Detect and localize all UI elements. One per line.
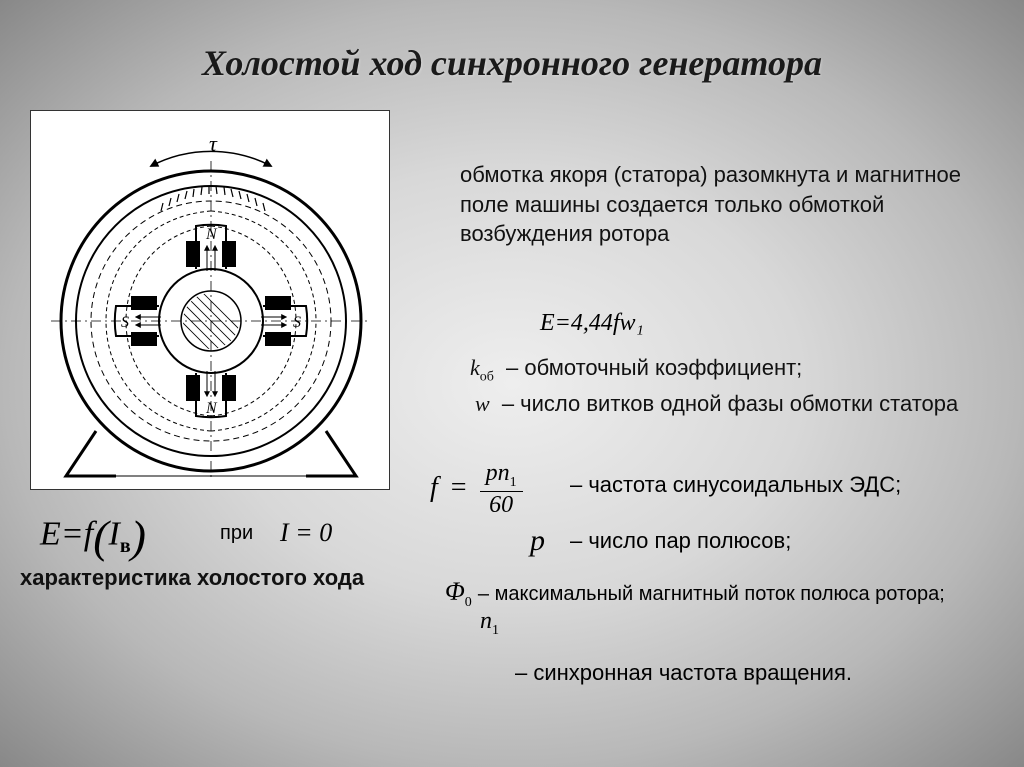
i-zero: I = 0 (280, 518, 332, 548)
frequency-formula: f = pn1 60 (430, 460, 523, 519)
def-frequency: – частота синусоидальных ЭДС; (570, 472, 1010, 498)
svg-text:S: S (293, 314, 301, 331)
svg-text:N: N (205, 400, 218, 417)
characteristic-label: характеристика холостого хода (20, 565, 364, 591)
characteristic-formula: E=f(Iв) (40, 510, 146, 563)
svg-text:S: S (121, 314, 129, 331)
generator-diagram: τ (30, 110, 390, 490)
def-sync-speed: – синхронная частота вращения. (515, 660, 852, 686)
def-poles: p – число пар полюсов; (570, 528, 791, 554)
svg-text:N: N (205, 226, 218, 243)
description-text: обмотка якоря (статора) разомкнута и маг… (460, 160, 980, 249)
def-kob: kоб – обмоточный коэффициент; (470, 355, 1010, 385)
n1-symbol: n1 (480, 608, 499, 639)
pri-label: при (220, 522, 253, 545)
def-flux: Φ0 – максимальный магнитный поток полюса… (445, 575, 1005, 612)
emf-formula: E=4,44fw₁ (540, 310, 644, 337)
def-w: w – число витков одной фазы обмотки стат… (475, 390, 1015, 419)
tau-label: τ (209, 131, 218, 156)
slide-title: Холостой ход синхронного генератора (0, 42, 1024, 84)
